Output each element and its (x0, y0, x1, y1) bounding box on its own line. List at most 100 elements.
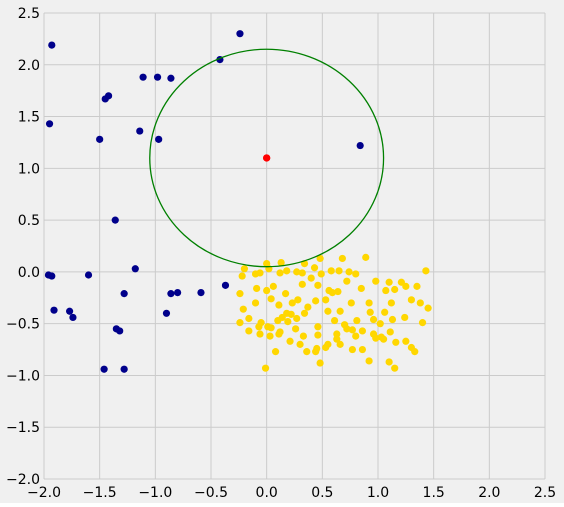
data-point (333, 330, 341, 338)
data-point (348, 326, 356, 334)
data-point (348, 345, 356, 354)
data-point (372, 277, 380, 285)
x-tick-label: 0.5 (311, 485, 333, 501)
data-point (312, 348, 320, 356)
data-point (261, 364, 270, 372)
y-tick-labels: 2.5 2.0 1.5 1.0 0.5 0.0 −0.5 −1.0 −1.5 −2.0 (6, 6, 40, 488)
data-point (294, 296, 302, 304)
data-point (287, 310, 295, 318)
data-point (424, 304, 432, 312)
data-point (236, 290, 244, 298)
data-point (343, 277, 351, 285)
x-tick-label: 1.5 (423, 485, 445, 501)
x-tick-label: 2.0 (478, 485, 500, 501)
data-point (322, 343, 330, 352)
data-point (352, 270, 360, 278)
data-point (376, 320, 384, 328)
data-point (111, 216, 119, 224)
data-point (269, 282, 277, 290)
data-point (418, 319, 427, 327)
data-point (303, 348, 311, 356)
radius-circle (149, 48, 385, 268)
data-point (48, 272, 56, 280)
data-point (365, 299, 373, 307)
data-point (385, 358, 393, 366)
data-point (379, 335, 388, 343)
data-point (277, 258, 285, 267)
data-point (238, 272, 246, 280)
data-point (300, 309, 309, 317)
data-point (139, 73, 147, 81)
center-point (263, 154, 271, 162)
data-point (239, 305, 247, 313)
data-point (286, 337, 294, 345)
data-point (391, 285, 399, 294)
data-point (392, 338, 400, 346)
data-point (388, 315, 397, 324)
y-tick-label: −0.5 (6, 317, 40, 333)
data-point (288, 299, 296, 307)
data-point (197, 289, 205, 297)
data-point (385, 278, 393, 286)
x-tick-label: −0.5 (194, 485, 228, 501)
data-point (276, 269, 284, 277)
data-point (356, 141, 364, 150)
data-point (316, 254, 324, 263)
x-tick-labels: −2.0 −1.5 −1.0 −0.5 0.0 0.5 1.0 1.5 2.0 2.5 (27, 485, 556, 501)
data-point (304, 303, 312, 311)
data-point (131, 265, 139, 273)
data-point (256, 330, 264, 338)
data-point (236, 319, 244, 327)
data-point (336, 307, 344, 315)
data-point (298, 280, 306, 288)
data-point (120, 290, 128, 298)
data-point (402, 337, 410, 345)
data-point (96, 135, 104, 143)
data-point (316, 359, 324, 367)
data-point (271, 348, 280, 356)
data-point (167, 290, 175, 298)
data-point (267, 295, 275, 303)
y-tick-label: 2.5 (18, 6, 40, 22)
data-point (366, 308, 374, 316)
data-point (120, 365, 128, 373)
data-point (50, 306, 58, 314)
data-point (116, 327, 124, 335)
data-point (240, 265, 248, 273)
data-point (162, 309, 171, 317)
data-point (381, 308, 389, 316)
data-point (307, 274, 315, 282)
data-point (330, 316, 339, 325)
data-point (251, 299, 260, 307)
data-point (317, 270, 325, 278)
data-point (347, 299, 355, 307)
data-point (372, 334, 380, 342)
data-point (293, 268, 301, 276)
data-point (402, 282, 410, 290)
y-tick-label: 0.0 (18, 265, 40, 281)
data-point (66, 307, 74, 315)
data-point (167, 74, 175, 82)
data-point (422, 267, 430, 275)
data-point (155, 135, 163, 143)
data-point (253, 284, 261, 293)
data-point (293, 314, 301, 323)
data-point (382, 286, 390, 295)
data-point (296, 340, 304, 348)
data-point (416, 299, 424, 307)
data-point (281, 290, 290, 298)
data-point (314, 281, 322, 289)
data-point (352, 332, 360, 340)
data-point (310, 264, 319, 272)
data-point (236, 30, 244, 38)
grid-lines (43, 12, 546, 480)
data-point (84, 271, 93, 279)
y-tick-label: 1.0 (18, 161, 40, 177)
data-point (275, 330, 283, 338)
data-point (336, 340, 344, 348)
data-point (256, 269, 264, 277)
x-tick-label: 2.5 (534, 485, 556, 501)
data-point (343, 325, 351, 333)
data-point (358, 345, 367, 354)
